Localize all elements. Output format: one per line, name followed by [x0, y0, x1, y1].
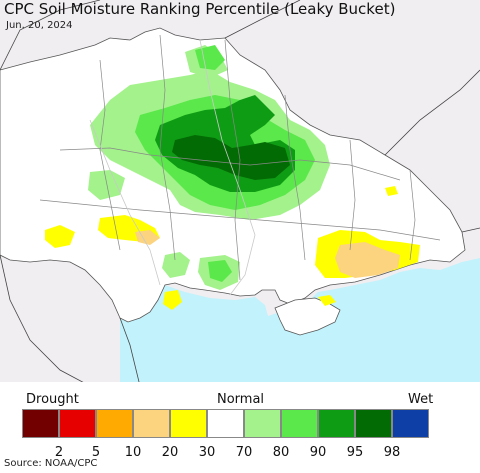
legend-tick-label: 30: [198, 445, 216, 460]
legend-swatch: [392, 409, 429, 438]
legend-swatch: [96, 409, 133, 438]
legend-tick-label: 90: [309, 445, 327, 460]
legend-swatch: [59, 409, 96, 438]
legend-tick-label: 5: [91, 445, 101, 460]
rivers: [89, 39, 256, 296]
legend-normal-label: Normal: [217, 392, 265, 407]
wet-areas: [88, 45, 330, 290]
source-credit: Source: NOAA/CPC: [4, 458, 98, 469]
legend-swatch: [22, 409, 59, 438]
legend-tick-label: 2: [54, 445, 64, 460]
admin-borders: [39, 34, 441, 281]
legend-drought-label: Drought: [26, 392, 79, 407]
legend-swatch: [244, 409, 281, 438]
legend-swatch: [170, 409, 207, 438]
legend-tick-label: 95: [346, 445, 364, 460]
legend-tick-label: 80: [272, 445, 290, 460]
crimea: [274, 297, 341, 336]
legend-tick-label: 70: [235, 445, 253, 460]
map-title: CPC Soil Moisture Ranking Percentile (Le…: [4, 0, 396, 18]
map-date: Jun. 20, 2024: [6, 20, 73, 31]
legend-swatch: [133, 409, 170, 438]
legend-wet-label: Wet: [408, 392, 434, 407]
legend: Drought Normal Wet 2 5 10 20 30 70 80 90 95 98: [0, 382, 480, 473]
legend-swatch: [318, 409, 355, 438]
legend-tick-label: 20: [161, 445, 179, 460]
country-borders: [0, 0, 480, 387]
legend-swatch: [281, 409, 318, 438]
legend-tick-label: 98: [383, 445, 401, 460]
legend-swatch: [207, 409, 244, 438]
legend-tick-label: 10: [124, 445, 142, 460]
dry-areas: [45, 186, 420, 310]
legend-swatch: [355, 409, 392, 438]
